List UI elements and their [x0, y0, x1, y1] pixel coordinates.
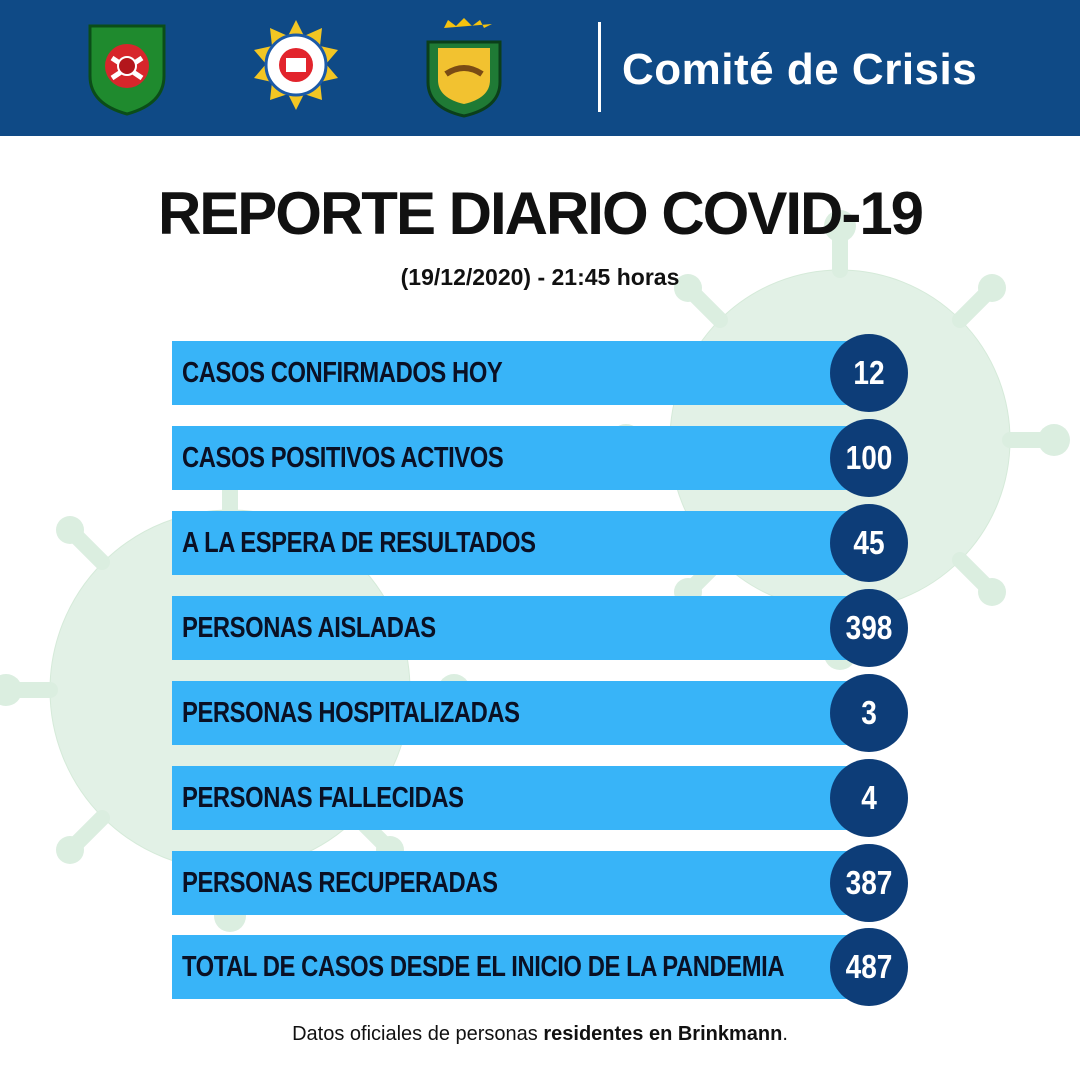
stat-row-hospitalized: PERSONAS HOSPITALIZADAS 3	[172, 673, 908, 753]
stat-label: CASOS POSITIVOS ACTIVOS	[182, 442, 504, 474]
stat-value: 3	[861, 694, 877, 731]
stat-label: A LA ESPERA DE RESULTADOS	[182, 527, 536, 559]
stat-bar: PERSONAS FALLECIDAS	[172, 766, 872, 830]
stat-row-recovered: PERSONAS RECUPERADAS 387	[172, 843, 908, 923]
stat-value: 12	[853, 354, 885, 391]
municipal-coat-of-arms-icon	[422, 18, 506, 118]
stat-row-active-cases: CASOS POSITIVOS ACTIVOS 100	[172, 418, 908, 498]
stat-bar: TOTAL DE CASOS DESDE EL INICIO DE LA PAN…	[172, 935, 872, 999]
stat-bar: PERSONAS AISLADAS	[172, 596, 872, 660]
stat-value-badge: 12	[830, 334, 908, 412]
stat-row-awaiting-results: A LA ESPERA DE RESULTADOS 45	[172, 503, 908, 583]
stat-row-isolated: PERSONAS AISLADAS 398	[172, 588, 908, 668]
stat-bar: A LA ESPERA DE RESULTADOS	[172, 511, 872, 575]
stat-bar: CASOS POSITIVOS ACTIVOS	[172, 426, 872, 490]
stat-bar: CASOS CONFIRMADOS HOY	[172, 341, 872, 405]
stat-row-deceased: PERSONAS FALLECIDAS 4	[172, 758, 908, 838]
stat-value: 45	[853, 524, 885, 561]
stat-value: 398	[845, 609, 893, 646]
report-title: REPORTE DIARIO COVID-19	[157, 180, 924, 247]
stat-label: CASOS CONFIRMADOS HOY	[182, 357, 503, 389]
stat-value-badge: 100	[830, 419, 908, 497]
header-bar: Comité de Crisis	[0, 0, 1080, 136]
stat-value-badge: 387	[830, 844, 908, 922]
stat-value-badge: 4	[830, 759, 908, 837]
stat-value: 4	[861, 779, 877, 816]
stat-value: 387	[845, 864, 893, 901]
stat-bar: PERSONAS HOSPITALIZADAS	[172, 681, 872, 745]
stat-row-total-cases: TOTAL DE CASOS DESDE EL INICIO DE LA PAN…	[172, 927, 908, 1007]
report-date-time: (19/12/2020) - 21:45 horas	[400, 264, 680, 290]
header-title: Comité de Crisis	[622, 45, 978, 94]
stat-row-confirmed-today: CASOS CONFIRMADOS HOY 12	[172, 333, 908, 413]
stat-label: TOTAL DE CASOS DESDE EL INICIO DE LA PAN…	[182, 951, 785, 983]
footer-suffix: .	[782, 1023, 788, 1045]
stat-value-badge: 3	[830, 674, 908, 752]
footer-prefix: Datos oficiales de personas	[292, 1023, 544, 1045]
footer-note: Datos oficiales de personas residentes e…	[0, 1020, 1080, 1048]
bomberos-voluntarios-shield-icon	[82, 18, 172, 118]
header-divider	[598, 22, 601, 112]
policia-provincia-badge-icon	[250, 18, 342, 118]
stat-value-badge: 45	[830, 504, 908, 582]
stat-value: 100	[845, 439, 893, 476]
stat-label: PERSONAS RECUPERADAS	[182, 867, 498, 899]
stat-label: PERSONAS HOSPITALIZADAS	[182, 697, 520, 729]
stat-label: PERSONAS AISLADAS	[182, 612, 436, 644]
stat-value-badge: 487	[830, 928, 908, 1006]
stat-value: 487	[845, 948, 893, 985]
stat-label: PERSONAS FALLECIDAS	[182, 782, 464, 814]
footer-bold: residentes en Brinkmann	[543, 1023, 783, 1045]
stat-bar: PERSONAS RECUPERADAS	[172, 851, 872, 915]
stat-value-badge: 398	[830, 589, 908, 667]
